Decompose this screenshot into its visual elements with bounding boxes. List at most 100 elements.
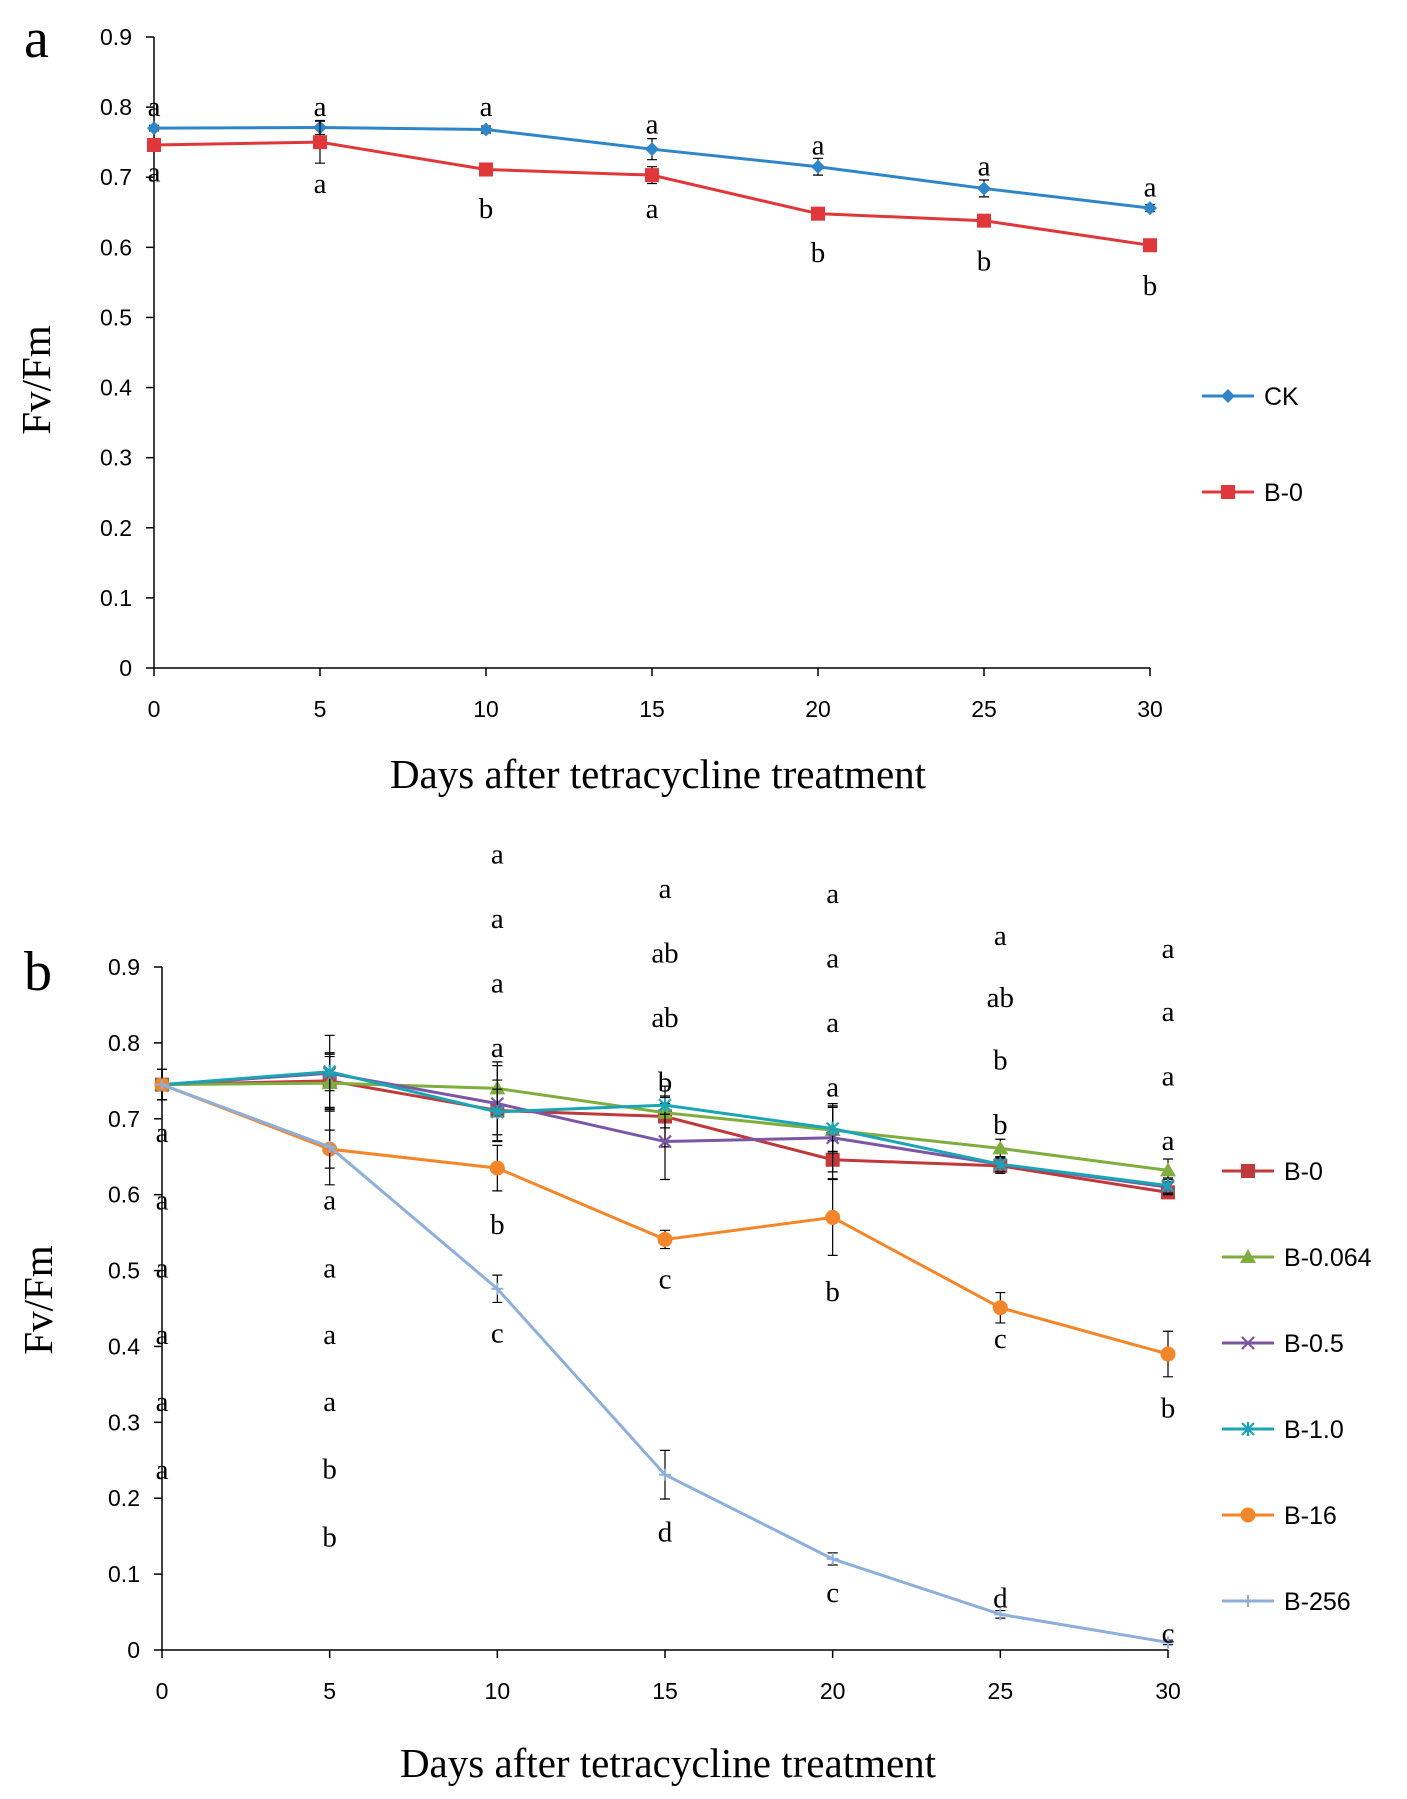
data-point (1160, 1346, 1176, 1362)
panel-b-legend-item: B-256 (1222, 1588, 1351, 1616)
panel-b-significance-letter: d (658, 1516, 673, 1548)
panel-b-significance-letter: a (826, 943, 839, 975)
panel-a-significance-letter: b (811, 237, 826, 269)
data-point (658, 1098, 672, 1113)
panel-b-significance-letter: c (659, 1264, 672, 1296)
legend-marker (1242, 1595, 1254, 1607)
panel-b-significance-letter: a (1162, 1060, 1175, 1092)
panel-b-significance-letter: a (826, 1007, 839, 1039)
legend-marker (1241, 1422, 1255, 1436)
panel-a-x-tick-label: 20 (805, 696, 831, 722)
panel-b-x-tick-label: 15 (652, 1678, 678, 1704)
panel-a: a Fv/Fm Days after tetracycline treatmen… (13, 8, 1303, 797)
panel-a-y-tick-label: 0.3 (100, 445, 132, 471)
panel-a-significance-letter: a (646, 193, 659, 225)
panel-a-significance-letter: a (812, 130, 825, 162)
legend-marker (1241, 1164, 1255, 1178)
data-point (811, 159, 825, 174)
data-point (977, 213, 991, 228)
panel-a-significance-letter: a (480, 91, 493, 123)
panel-b-significance-letter: a (994, 920, 1007, 952)
data-point (1162, 1636, 1174, 1649)
panel-b-significance-letter: c (994, 1323, 1007, 1355)
data-point (825, 1121, 840, 1136)
panel-b-x-tick-label: 20 (820, 1678, 846, 1704)
data-point (657, 1231, 673, 1247)
legend-label: CK (1264, 383, 1299, 411)
panel-a-significance-letter: b (479, 193, 494, 225)
panel-b-significance-letter: b (825, 1276, 840, 1308)
panel-b-x-tick-label: 25 (988, 1678, 1014, 1704)
legend-label: B-0.064 (1284, 1244, 1372, 1272)
panel-b-significance-letter: ab (651, 1002, 678, 1034)
data-point (147, 121, 161, 136)
data-point (659, 1468, 671, 1481)
panel-b-legend-item: B-0.5 (1222, 1330, 1344, 1358)
panel-a-y-tick-label: 0.8 (100, 94, 132, 120)
panel-b-significance-letter: a (491, 1032, 504, 1064)
panel-b-significance-letter: b (322, 1522, 337, 1554)
legend-marker (1221, 389, 1235, 403)
panel-a-significance-letter: b (1143, 270, 1158, 302)
panel-b-y-tick-label: 0.6 (108, 1182, 140, 1208)
panel-b-significance-letter: b (993, 1109, 1008, 1141)
data-point (1143, 201, 1157, 216)
data-point (992, 1140, 1009, 1155)
panel-b-y-tick-label: 0 (127, 1637, 140, 1663)
panel-b-x-tick-label: 10 (485, 1678, 511, 1704)
data-point (491, 1282, 504, 1295)
panel-a-y-tick-label: 0.4 (100, 375, 132, 401)
data-point (811, 206, 825, 221)
data-point (645, 142, 659, 157)
panel-b-legend-item: B-0 (1222, 1158, 1323, 1186)
data-point (479, 162, 493, 177)
panel-b-significance-letter: a (323, 1252, 336, 1284)
panel-a-significance-letter: a (314, 168, 327, 200)
data-point (658, 1134, 672, 1149)
data-point (323, 1140, 336, 1153)
data-point (993, 1157, 1008, 1172)
data-point (1160, 1162, 1176, 1177)
panel-b-legend-item: B-0.064 (1222, 1244, 1372, 1272)
panel-b-significance-letter: d (993, 1582, 1008, 1614)
panel-b-y-tick-label: 0.8 (108, 1030, 140, 1056)
panel-b-y-tick-label: 0.9 (108, 954, 140, 980)
data-point (479, 122, 493, 137)
data-point (825, 1209, 841, 1225)
panel-b-significance-letter: b (993, 1044, 1008, 1076)
panel-b: b Fv/Fm Days after tetracycline treatmen… (15, 839, 1372, 1786)
panel-a-y-tick-label: 0.2 (100, 515, 132, 541)
data-point (1143, 238, 1157, 253)
panel-a-x-tick-label: 15 (639, 696, 665, 722)
panel-b-label: b (24, 941, 52, 1003)
panel-b-significance-letter: c (1162, 1617, 1175, 1649)
data-point (489, 1160, 505, 1176)
panel-b-significance-letter: a (491, 839, 504, 871)
panel-a-x-axis-title: Days after tetracycline treatment (390, 751, 927, 797)
panel-b-significance-letter: ab (651, 937, 678, 969)
panel-a-y-tick-label: 0.7 (100, 164, 132, 190)
data-point (826, 1552, 839, 1565)
panel-b-y-axis-title: Fv/Fm (15, 1245, 61, 1354)
data-point (490, 1104, 505, 1119)
panel-a-y-tick-label: 0.9 (100, 24, 132, 50)
panel-b-series-B-1.0 (155, 1052, 1175, 1194)
legend-label: B-1.0 (1284, 1416, 1344, 1444)
panel-b-significance-letter: a (156, 1319, 169, 1351)
panel-b-significance-letter: a (323, 1386, 336, 1418)
panel-b-y-tick-label: 0.1 (108, 1561, 140, 1587)
legend-label: B-0 (1284, 1158, 1323, 1186)
legend-marker (1241, 1336, 1255, 1350)
data-point (156, 1078, 168, 1091)
data-point (147, 137, 161, 152)
data-point (1161, 1178, 1175, 1193)
panel-b-series-B-256 (156, 1068, 1174, 1649)
panel-b-significance-letter: a (826, 1072, 839, 1104)
panel-b-y-tick-label: 0.3 (108, 1409, 140, 1435)
panel-b-y-tick-label: 0.5 (108, 1258, 140, 1284)
legend-marker (1221, 485, 1235, 499)
data-point (645, 168, 659, 183)
panel-a-y-tick-label: 0 (119, 655, 132, 681)
panel-a-x-tick-label: 0 (148, 696, 161, 722)
